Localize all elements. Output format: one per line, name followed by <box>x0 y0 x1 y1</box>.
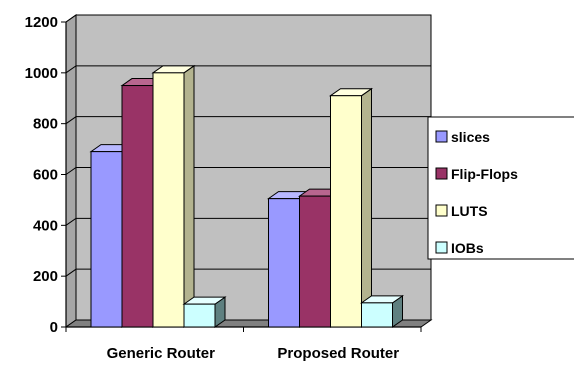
category-label: Generic Router <box>107 345 216 362</box>
legend-label: LUTS <box>451 203 488 219</box>
legend-item: Flip-Flops <box>435 166 518 182</box>
legend-label: slices <box>451 129 490 145</box>
bar-luts-1 <box>328 87 374 328</box>
bars <box>89 64 405 328</box>
y-tick-label: 1200 <box>25 14 58 31</box>
category-labels: Generic Router Proposed Router <box>107 345 400 362</box>
y-tick-label: 600 <box>33 167 58 184</box>
legend: slices Flip-Flops LUTS IOBs <box>427 116 574 260</box>
category-label: Proposed Router <box>277 345 399 362</box>
legend-item: IOBs <box>435 240 484 256</box>
legend-swatch <box>435 204 448 217</box>
bar-iobs-0 <box>182 296 227 328</box>
y-tick-label: 800 <box>33 116 58 133</box>
gridline <box>65 14 431 23</box>
legend-item: slices <box>435 129 490 145</box>
y-tick-label: 200 <box>33 268 58 285</box>
legend-swatch <box>435 130 448 143</box>
legend-label: Flip-Flops <box>451 166 518 182</box>
y-tick-labels: 0 200 400 600 800 1000 1200 <box>25 14 58 336</box>
legend-swatch <box>435 167 448 180</box>
gridline <box>65 116 431 125</box>
y-tick-label: 1000 <box>25 65 58 82</box>
bar-iobs-1 <box>359 294 405 328</box>
legend-label: IOBs <box>451 240 484 256</box>
gridline <box>65 167 431 175</box>
legend-item: LUTS <box>435 203 488 219</box>
y-tick-label: 400 <box>33 217 58 234</box>
y-tick-label: 0 <box>50 319 58 336</box>
legend-swatch <box>435 241 448 254</box>
bar-luts-0 <box>151 64 196 328</box>
legend-box <box>427 116 574 260</box>
gridline <box>65 65 431 74</box>
